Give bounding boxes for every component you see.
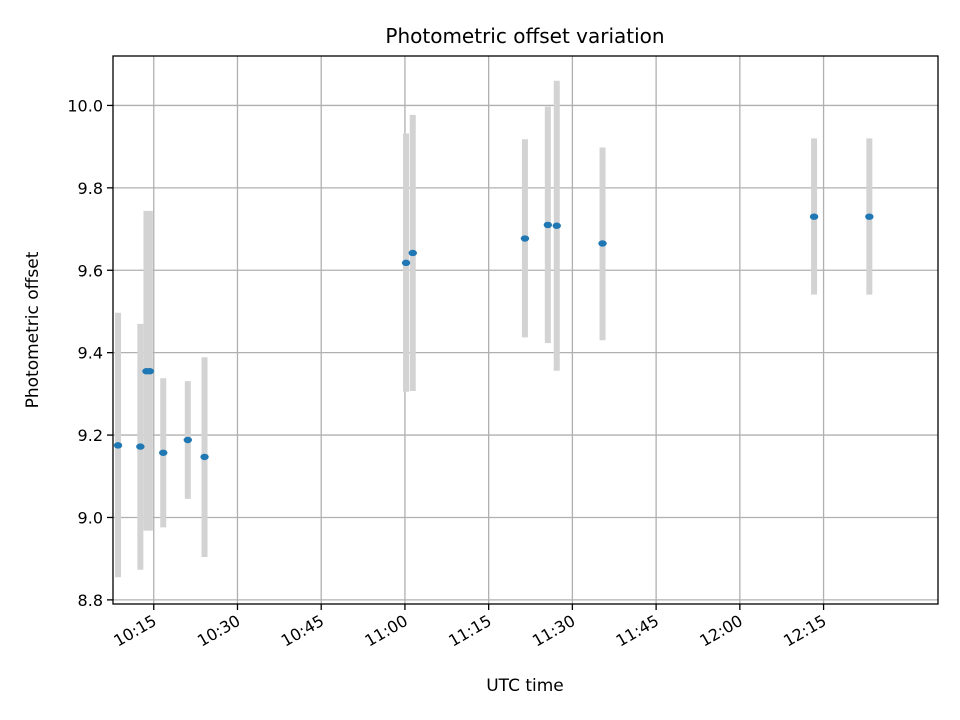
error-bars [115, 80, 873, 578]
data-point [552, 222, 561, 229]
data-point [809, 213, 819, 220]
y-tick-label: 8.8 [78, 591, 103, 610]
data-point [159, 449, 168, 456]
data-point [865, 213, 874, 220]
data-point [113, 442, 123, 449]
chart-title: Photometric offset variation [385, 24, 664, 48]
y-tick-label: 10.0 [67, 96, 103, 115]
x-axis-ticks: 10:15 10:30 10:45 11:00 11:15 11:30 11:45 12:00… [110, 604, 830, 651]
y-axis-ticks: 8.8 9.0 9.2 9.4 9.6 9.8 10.0 [67, 96, 113, 610]
y-axis-label: Photometric offset [23, 251, 43, 408]
x-tick-label: 12:15 [780, 611, 829, 651]
data-point [543, 221, 553, 229]
data-point [200, 453, 209, 461]
data-point [136, 443, 145, 450]
data-point [520, 235, 530, 242]
data-point [408, 249, 417, 257]
data-points [113, 213, 874, 461]
y-tick-label: 9.0 [78, 508, 103, 527]
x-tick-label: 11:45 [613, 611, 662, 651]
x-tick-label: 11:00 [361, 611, 410, 651]
y-tick-label: 9.4 [78, 344, 103, 363]
x-axis-label: UTC time [486, 676, 564, 696]
x-tick-label: 10:30 [194, 611, 243, 651]
y-tick-label: 9.6 [78, 261, 103, 280]
data-point [598, 240, 607, 247]
x-tick-label: 11:30 [529, 611, 578, 651]
data-point [401, 259, 411, 267]
y-tick-label: 9.2 [78, 426, 103, 445]
x-tick-label: 10:15 [110, 611, 159, 651]
y-tick-label: 9.8 [78, 179, 103, 198]
x-tick-label: 12:00 [696, 611, 745, 651]
plot-frame [112, 55, 939, 605]
data-point [183, 436, 192, 444]
x-tick-label: 10:45 [278, 611, 327, 651]
data-point [145, 368, 155, 375]
x-tick-label: 11:15 [445, 611, 494, 651]
